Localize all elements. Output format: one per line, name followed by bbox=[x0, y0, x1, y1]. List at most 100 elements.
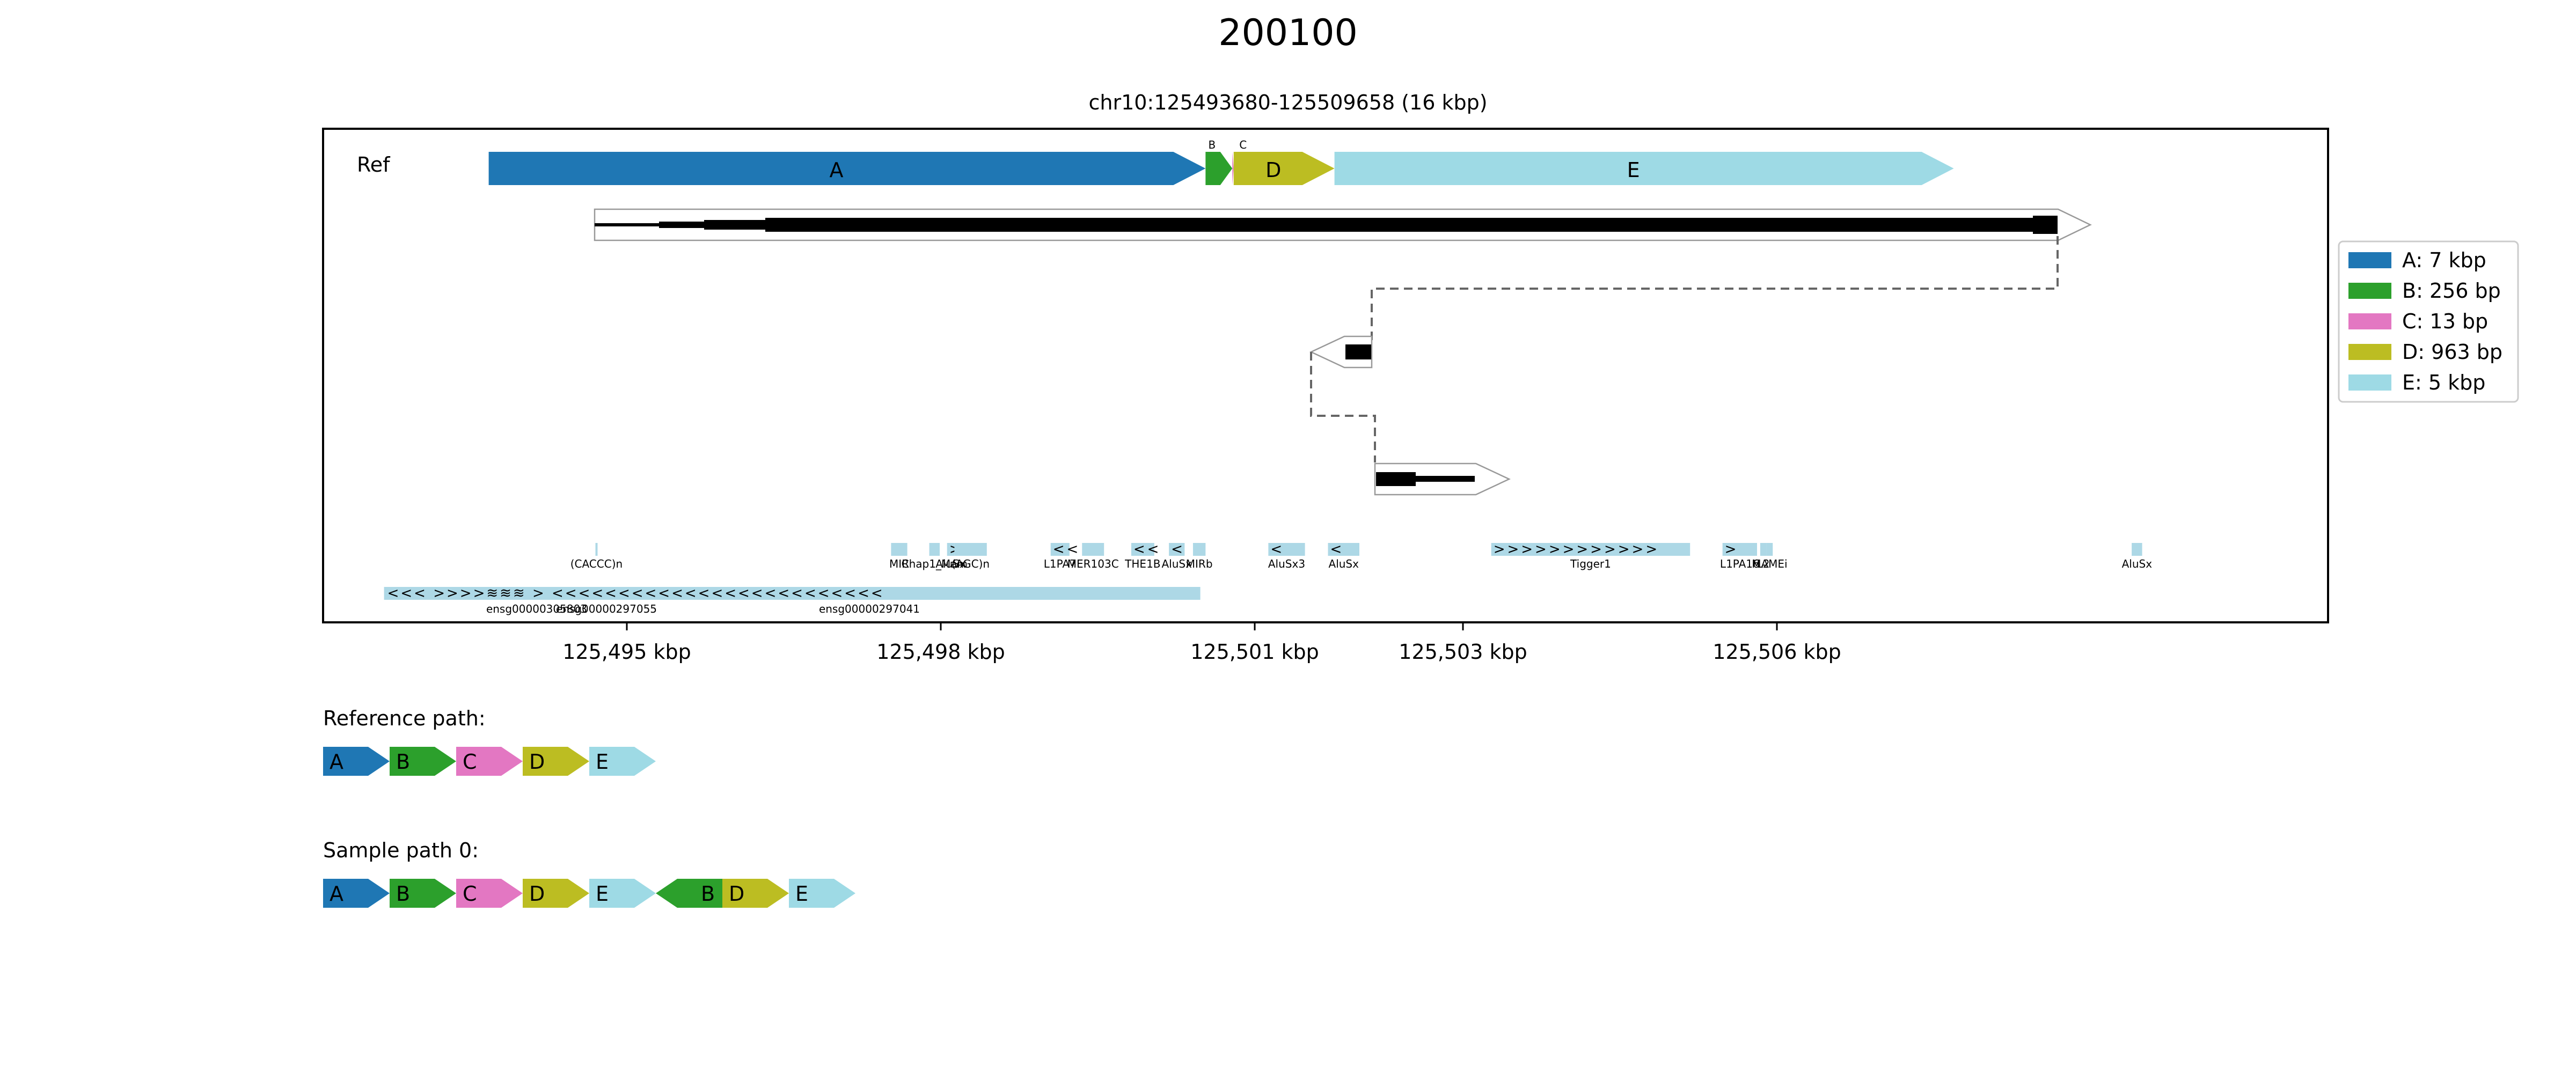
transcript-1 bbox=[594, 208, 2092, 241]
transcript-2 bbox=[1309, 335, 1373, 369]
splice-junction-1 bbox=[1371, 236, 2059, 341]
repeat-label: AluSx bbox=[1329, 557, 1359, 570]
path-1-segment-a bbox=[323, 879, 390, 908]
repeat-element bbox=[1328, 543, 1359, 556]
repeat-element bbox=[1268, 543, 1305, 556]
path-segment-label: C bbox=[463, 882, 477, 906]
repeat-element bbox=[947, 543, 955, 556]
repeat-label: L1PA7 bbox=[1044, 557, 1077, 570]
segment-label-e: E bbox=[1627, 158, 1640, 182]
path-segment-label: E bbox=[596, 882, 609, 906]
segment-label-a: A bbox=[829, 158, 843, 182]
repeat-label: AluSx bbox=[2122, 557, 2153, 570]
legend-label-d: D: 963 bp bbox=[2402, 340, 2502, 364]
path-segment-label: B bbox=[396, 882, 410, 906]
gene-label: ensg00000305803 bbox=[486, 602, 587, 615]
legend-swatch-c bbox=[2348, 313, 2391, 329]
repeat-strand: < bbox=[1270, 541, 1284, 557]
legend: A: 7 kbp B: 256 bp C: 13 bp D: 963 bp E: 5 k… bbox=[2338, 240, 2519, 403]
legend-label-a: A: 7 kbp bbox=[2402, 248, 2486, 272]
repeat-element bbox=[1722, 543, 1757, 556]
segment-d bbox=[1233, 152, 1335, 185]
legend-swatch-e bbox=[2348, 374, 2391, 391]
gene-label: ensg00000297055 bbox=[556, 602, 657, 615]
repeat-element bbox=[1760, 543, 1767, 556]
x-tick-label: 125,506 kbp bbox=[1713, 640, 1841, 664]
repeat-element bbox=[891, 543, 908, 556]
repeat-element bbox=[1192, 543, 1206, 556]
path-segment-label: B bbox=[701, 882, 715, 906]
x-tick-label: 125,501 kbp bbox=[1190, 640, 1319, 664]
path-segment-label: E bbox=[795, 882, 808, 906]
x-tick-label: 125,503 kbp bbox=[1399, 640, 1527, 664]
path-1-segment-b bbox=[656, 879, 722, 908]
repeat-element bbox=[954, 543, 987, 556]
path-segment-label: B bbox=[396, 750, 410, 774]
repeat-label: L2 bbox=[1757, 557, 1770, 570]
repeat-label: AluSx bbox=[1161, 557, 1192, 570]
region-label: chr10:125493680-125509658 (16 kbp) bbox=[1088, 91, 1487, 114]
path-0-segment-a bbox=[323, 747, 390, 776]
transcript-3 bbox=[1374, 462, 1511, 496]
repeat-element bbox=[1050, 543, 1070, 556]
gene-track: <<< >>>>≋≋≋ > <<<<<<<<<<<<<<<<<<<<<<<<<e… bbox=[384, 585, 1201, 615]
repeat-element bbox=[1169, 543, 1185, 556]
legend-box bbox=[2338, 240, 2519, 403]
gene-strand-arrows: <<< >>>>≋≋≋ > <<<<<<<<<<<<<<<<<<<<<<<<< bbox=[387, 585, 884, 601]
legend-label-b: B: 256 bp bbox=[2402, 279, 2501, 303]
paths-panel: Reference path: A B C D E Sample path 0: A B C D E B… bbox=[323, 707, 855, 908]
figure-title: 200100 bbox=[1218, 12, 1358, 54]
repeat-strand: << bbox=[1053, 541, 1081, 557]
legend-swatch-a bbox=[2348, 252, 2391, 268]
segment-label-b: B bbox=[1208, 138, 1216, 151]
repeat-element bbox=[929, 543, 940, 556]
repeat-element bbox=[1131, 543, 1154, 556]
legend-label-e: E: 5 kbp bbox=[2402, 371, 2485, 394]
x-axis-ticks: 125,495 kbp 125,498 kbp 125,501 kbp 125,503… bbox=[562, 622, 1841, 664]
path-label-1: Sample path 0: bbox=[323, 839, 479, 862]
repeat-element bbox=[1766, 543, 1773, 556]
repeat-label: THE1B bbox=[1124, 557, 1160, 570]
path-segment-label: C bbox=[463, 750, 477, 774]
repeat-element bbox=[1491, 543, 1690, 556]
repeat-label: MIR bbox=[889, 557, 909, 570]
path-segment-label: A bbox=[330, 750, 343, 774]
repeat-label: MIRb bbox=[1186, 557, 1213, 570]
repeat-strand: < bbox=[1171, 541, 1185, 557]
repeat-strand: << bbox=[1133, 541, 1161, 557]
repeat-strand: >>>>>>>>>>>> bbox=[1494, 541, 1659, 557]
repeat-label: (CACCC)n bbox=[570, 557, 623, 570]
repeat-label: Tigger1 bbox=[1570, 557, 1611, 570]
path-1-segment-d bbox=[523, 879, 589, 908]
repeat-strand: < bbox=[1330, 541, 1344, 557]
path-label-0: Reference path: bbox=[323, 707, 486, 730]
segment-label-c: C bbox=[1239, 138, 1247, 151]
repeats-layer: (CACCC)nMIRChap1_Mam>AluSx(AGC)n<<L1PA7M… bbox=[570, 541, 2153, 570]
path-segment-label: D bbox=[729, 882, 744, 906]
track-frame bbox=[322, 128, 2329, 623]
path-1-segment-d bbox=[722, 879, 789, 908]
gene-bar bbox=[384, 587, 1201, 600]
segment-c bbox=[1232, 152, 1234, 185]
path-segment-label: E bbox=[596, 750, 609, 774]
legend-swatch-d bbox=[2348, 344, 2391, 360]
segment-label-d: D bbox=[1265, 158, 1281, 182]
repeat-element bbox=[1082, 543, 1104, 556]
segments-layer: A B C D E bbox=[488, 138, 1954, 185]
path-1-segment-e bbox=[589, 879, 656, 908]
repeat-label: (AGC)n bbox=[952, 557, 990, 570]
repeat-label: AluSx3 bbox=[1268, 557, 1305, 570]
segment-b bbox=[1205, 152, 1233, 185]
x-tick-label: 125,495 kbp bbox=[562, 640, 691, 664]
legend-swatch-b bbox=[2348, 283, 2391, 299]
repeat-label: MER103C bbox=[1067, 557, 1119, 570]
path-1-segment-c bbox=[456, 879, 523, 908]
repeat-label: MAMEi bbox=[1752, 557, 1787, 570]
repeat-label: Chap1_Mam bbox=[902, 557, 968, 570]
path-0-segment-d bbox=[523, 747, 589, 776]
track-label: Ref bbox=[357, 153, 391, 177]
repeat-element bbox=[595, 543, 598, 556]
path-1-segment-e bbox=[789, 879, 855, 908]
repeat-element bbox=[2132, 543, 2142, 556]
